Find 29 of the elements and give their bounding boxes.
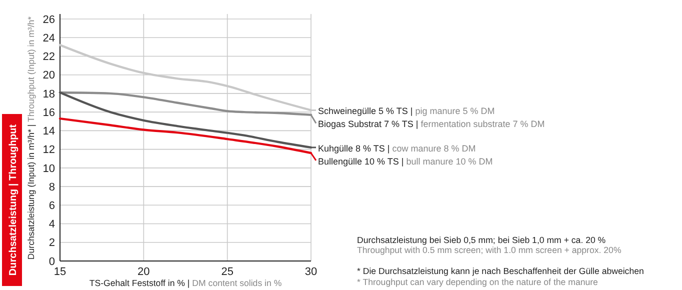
y-tick-label: 6 [48, 200, 55, 212]
text: Durchsatzleistung bei Sieb 0,5 mm; bei Sieb 1,0 mm + ca. 20 % [357, 235, 606, 245]
text: * Throughput can vary depending on the nature of the manure [357, 277, 598, 287]
y-tick-label: 10 [42, 162, 55, 175]
y-tick-label: 8 [48, 181, 55, 194]
x-axis-title: TS-Gehalt Feststoff in % | DM content solids in % [89, 278, 282, 288]
legend-label: Schweinegülle 5 % TS | pig manure 5 % DM [318, 106, 495, 116]
legend-label: Biogas Substrat 7 % TS | fermentation substrate 7 % DM [318, 119, 545, 130]
y-tick-label: 24 [42, 32, 55, 44]
y-tick-label: 0 [48, 256, 55, 268]
y-tick-label: 22 [42, 51, 55, 64]
y-axis-title: Durchsatzleistung (Input) in m³/h* | Throughput (Input) in m³/h* [26, 16, 36, 260]
y-tick-label: 4 [48, 218, 55, 231]
legend-label: Bullengülle 10 % TS | bull manure 10 % DM [318, 156, 493, 166]
y-tick-label: 18 [42, 88, 55, 100]
y-tick-label: 20 [42, 70, 55, 82]
text: Durchsatzleistung | Throughput [8, 124, 19, 276]
x-tick-label: 20 [138, 266, 150, 278]
y-tick-label: 26 [42, 14, 55, 26]
y-tick-label: 14 [42, 126, 55, 138]
y-tick-label: 2 [48, 237, 55, 250]
x-tick-label: 25 [221, 266, 234, 278]
y-tick-label: 16 [42, 106, 55, 119]
x-tick-label: 15 [54, 266, 66, 278]
text: Throughput with 0.5 mm screen; with 1.0 mm screen + approx. 20% [357, 245, 622, 255]
x-tick-label: 30 [304, 266, 318, 278]
legend-label: Kuhgülle 8 % TS | cow manure 8 % DM [318, 143, 476, 154]
text: * Die Durchsatzleistung kann je nach Beschaffenheit der Gülle abweichen [357, 266, 644, 276]
y-tick-label: 12 [42, 144, 55, 156]
